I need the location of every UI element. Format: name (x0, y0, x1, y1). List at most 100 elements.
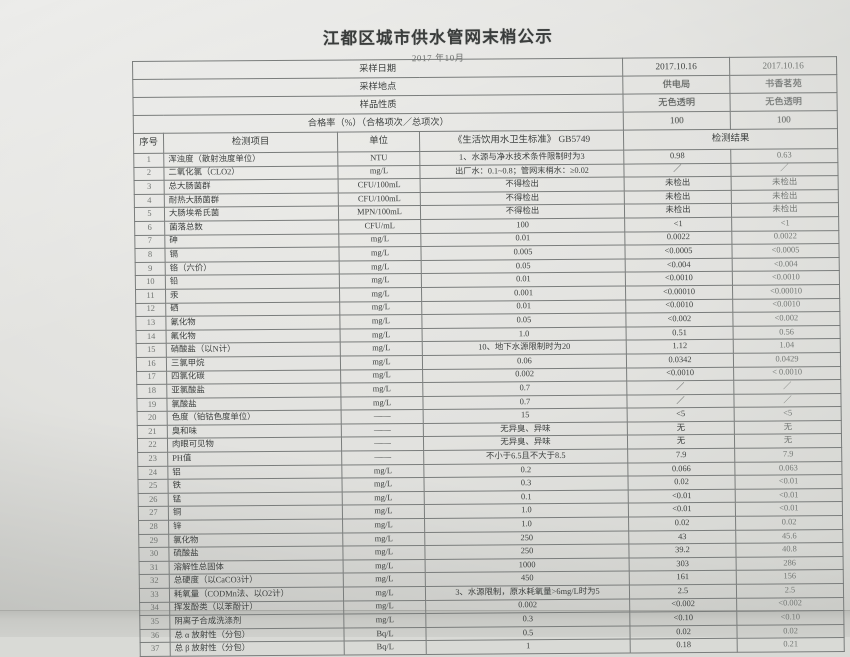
cell-unit: mg/L (342, 491, 425, 506)
cell-result-sample-1: 0.18 (630, 638, 738, 653)
cell-result-sample-2: 0.02 (735, 515, 843, 530)
cell-no: 10 (135, 275, 166, 290)
page-title: 江都区城市供水管网末梢公示 (322, 26, 554, 49)
cell-item: 臭和味 (167, 423, 342, 439)
cell-no: 13 (135, 316, 167, 331)
cell-item: 镉 (164, 247, 340, 263)
cell-no: 37 (140, 642, 171, 657)
cell-result-sample-2: 未检出 (731, 189, 839, 204)
col-header-item: 检测项目 (163, 132, 338, 154)
cell-result-sample-2: 286 (736, 556, 844, 571)
cell-result-sample-2: 0.56 (733, 325, 841, 340)
cell-unit: mg/L (340, 341, 423, 356)
info-value-sample-1: 100 (623, 111, 731, 131)
cell-item: 氯化物 (168, 532, 343, 548)
cell-no: 33 (139, 588, 170, 603)
cell-unit: —— (341, 436, 424, 452)
cell-unit: CFU/mL (338, 219, 421, 234)
cell-result-sample-2: ／ (733, 379, 841, 394)
cell-item: 菌落总数 (164, 220, 339, 235)
cell-result-sample-1: 未检出 (624, 203, 732, 219)
cell-result-sample-1: 0.066 (627, 461, 735, 477)
cell-result-sample-2: <0.004 (732, 257, 840, 272)
cell-no: 35 (139, 615, 170, 630)
cell-unit: mg/L (342, 545, 426, 560)
cell-result-sample-2: 0.0429 (733, 352, 841, 367)
cell-result-sample-2: <0.0010 (732, 298, 840, 313)
cell-no: 14 (136, 329, 167, 344)
cell-unit: mg/L (343, 586, 426, 601)
cell-unit: mg/L (339, 260, 422, 275)
cell-result-sample-2: <0.00010 (732, 284, 840, 299)
cell-result-sample-2: <0.01 (735, 488, 843, 503)
cell-result-sample-2: 0.063 (734, 461, 842, 476)
cell-unit: mg/L (338, 246, 422, 261)
cell-unit: Bq/L (344, 640, 427, 655)
cell-no: 18 (136, 384, 167, 399)
cell-result-sample-2: <1 (731, 216, 839, 231)
cell-standard: 0.3 (423, 476, 629, 492)
desk-edge (0, 610, 850, 637)
cell-result-sample-1: <0.002 (625, 312, 734, 327)
cell-no: 5 (134, 207, 165, 222)
cell-standard: 0.005 (420, 245, 626, 261)
cell-unit: CFU/100mL (338, 178, 421, 193)
cell-item: 四氯化碳 (166, 369, 341, 385)
cell-standard: 0.1 (424, 489, 629, 505)
cell-item: 阴离子合成洗涤剂 (169, 614, 344, 630)
cell-no: 11 (135, 289, 166, 304)
cell-result-sample-1: <5 (627, 407, 735, 422)
cell-standard: 1000 (425, 557, 630, 573)
cell-item: 色度（铂钴色度单位） (167, 410, 342, 426)
cell-unit: mg/L (342, 518, 425, 533)
cell-result-sample-1: <0.00010 (625, 285, 733, 300)
cell-item: 总 β 放射性（分包） (170, 641, 345, 657)
cell-standard: 1 (426, 639, 631, 655)
cell-unit: MPN/100mL (338, 205, 421, 221)
cell-unit: —— (341, 450, 424, 465)
cell-standard: 10、地下水源限制时为20 (422, 340, 627, 356)
cell-result-sample-1: <0.01 (628, 502, 736, 518)
cell-no: 25 (137, 479, 169, 494)
cell-item: 锌 (168, 519, 343, 534)
cell-no: 15 (136, 343, 167, 358)
cell-result-sample-1: 0.02 (629, 625, 738, 640)
cell-result-sample-2: ／ (730, 162, 839, 177)
cell-standard: 1、水源与净水技术条件限制时为3 (419, 150, 624, 166)
cell-item: 氟化物 (166, 328, 341, 344)
cell-result-sample-1: <0.10 (629, 611, 737, 626)
cell-no: 1 (133, 153, 164, 168)
cell-unit: mg/L (343, 572, 426, 588)
cell-result-sample-1: <0.004 (625, 258, 733, 273)
cell-result-sample-1: 0.02 (628, 516, 736, 531)
cell-result-sample-1: ／ (626, 393, 735, 409)
cell-unit: mg/L (340, 396, 424, 411)
cell-item: 肉眼可见物 (167, 437, 342, 453)
cell-unit: CFU/100mL (338, 192, 421, 207)
cell-result-sample-1: 0.0342 (626, 353, 734, 368)
cell-standard: 3、水源限制，原水耗氧量>6mg/L时为5 (425, 585, 630, 601)
cell-no: 28 (138, 520, 169, 535)
cell-no: 29 (138, 533, 169, 548)
info-value-sample-1: 无色透明 (622, 93, 731, 113)
cell-unit: mg/L (337, 165, 421, 180)
cell-item: 铬（六价） (165, 260, 340, 276)
cell-item: 二氧化氯（CLO2） (163, 165, 339, 181)
cell-unit: —— (341, 409, 424, 424)
cell-no: 34 (139, 601, 170, 616)
cell-result-sample-1: <0.01 (628, 489, 736, 504)
cell-unit: mg/L (339, 301, 422, 316)
cell-item: 锰 (168, 491, 343, 507)
col-header-no: 序号 (133, 133, 164, 154)
cell-standard: 不得检出 (420, 190, 625, 206)
info-value-sample-2: 100 (730, 110, 838, 130)
cell-item: 亚氯酸盐 (166, 383, 341, 398)
cell-standard: 0.5 (425, 625, 631, 641)
cell-no: 36 (139, 629, 171, 643)
cell-item: 氯酸盐 (166, 396, 342, 412)
cell-result-sample-1: <1 (624, 217, 732, 232)
cell-unit: mg/L (340, 382, 423, 397)
info-value-sample-1: 2017.10.16 (622, 57, 730, 77)
cell-item: 浑浊度（散射浊度单位） (163, 152, 338, 167)
cell-result-sample-1: 39.2 (628, 543, 737, 558)
